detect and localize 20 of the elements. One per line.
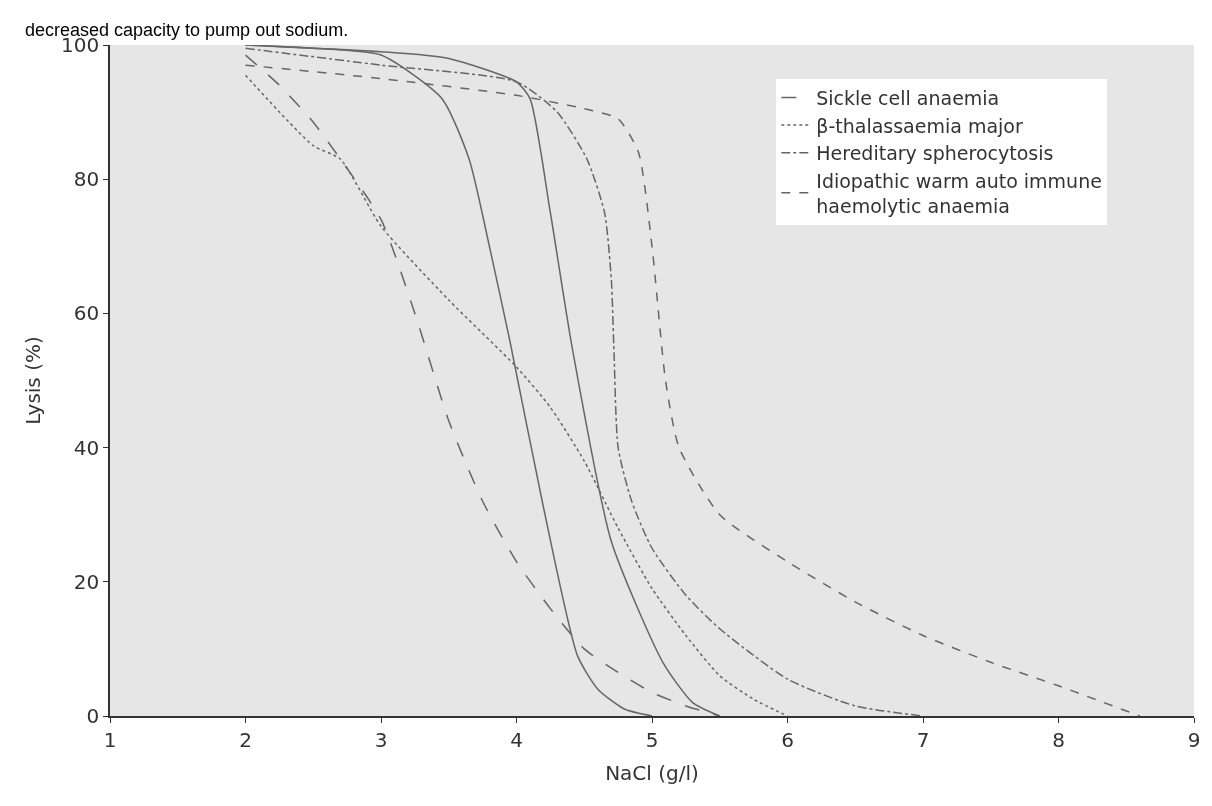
x-tick-label: 3 [374,727,388,752]
legend-label: Sickle cell anaemia [816,86,1000,109]
x-axis-title: NaCl (g/l) [605,760,699,785]
x-tick-label: 4 [510,727,523,752]
y-tick-label: 60 [73,301,100,326]
legend-label: Idiopathic warm auto immune haemolytic anaemia [816,169,1102,217]
y-tick-label: 20 [73,569,100,594]
x-tick-label: 1 [103,727,117,752]
x-tick-label: 2 [239,727,252,752]
y-tick-label: 80 [73,167,100,192]
x-tick-label: 9 [1187,727,1201,752]
legend-label: β-thalassaemia major [816,114,1023,137]
x-tick-label: 7 [916,727,930,752]
legend-label: Hereditary spherocytosis [816,142,1054,165]
y-tick-label: 40 [73,435,100,460]
x-tick-label: 8 [1052,727,1065,752]
x-tick-label: 6 [781,727,794,752]
y-axis-title: Lysis (%) [21,336,46,425]
y-tick-label: 0 [86,704,100,728]
x-tick-label: 5 [645,727,659,752]
